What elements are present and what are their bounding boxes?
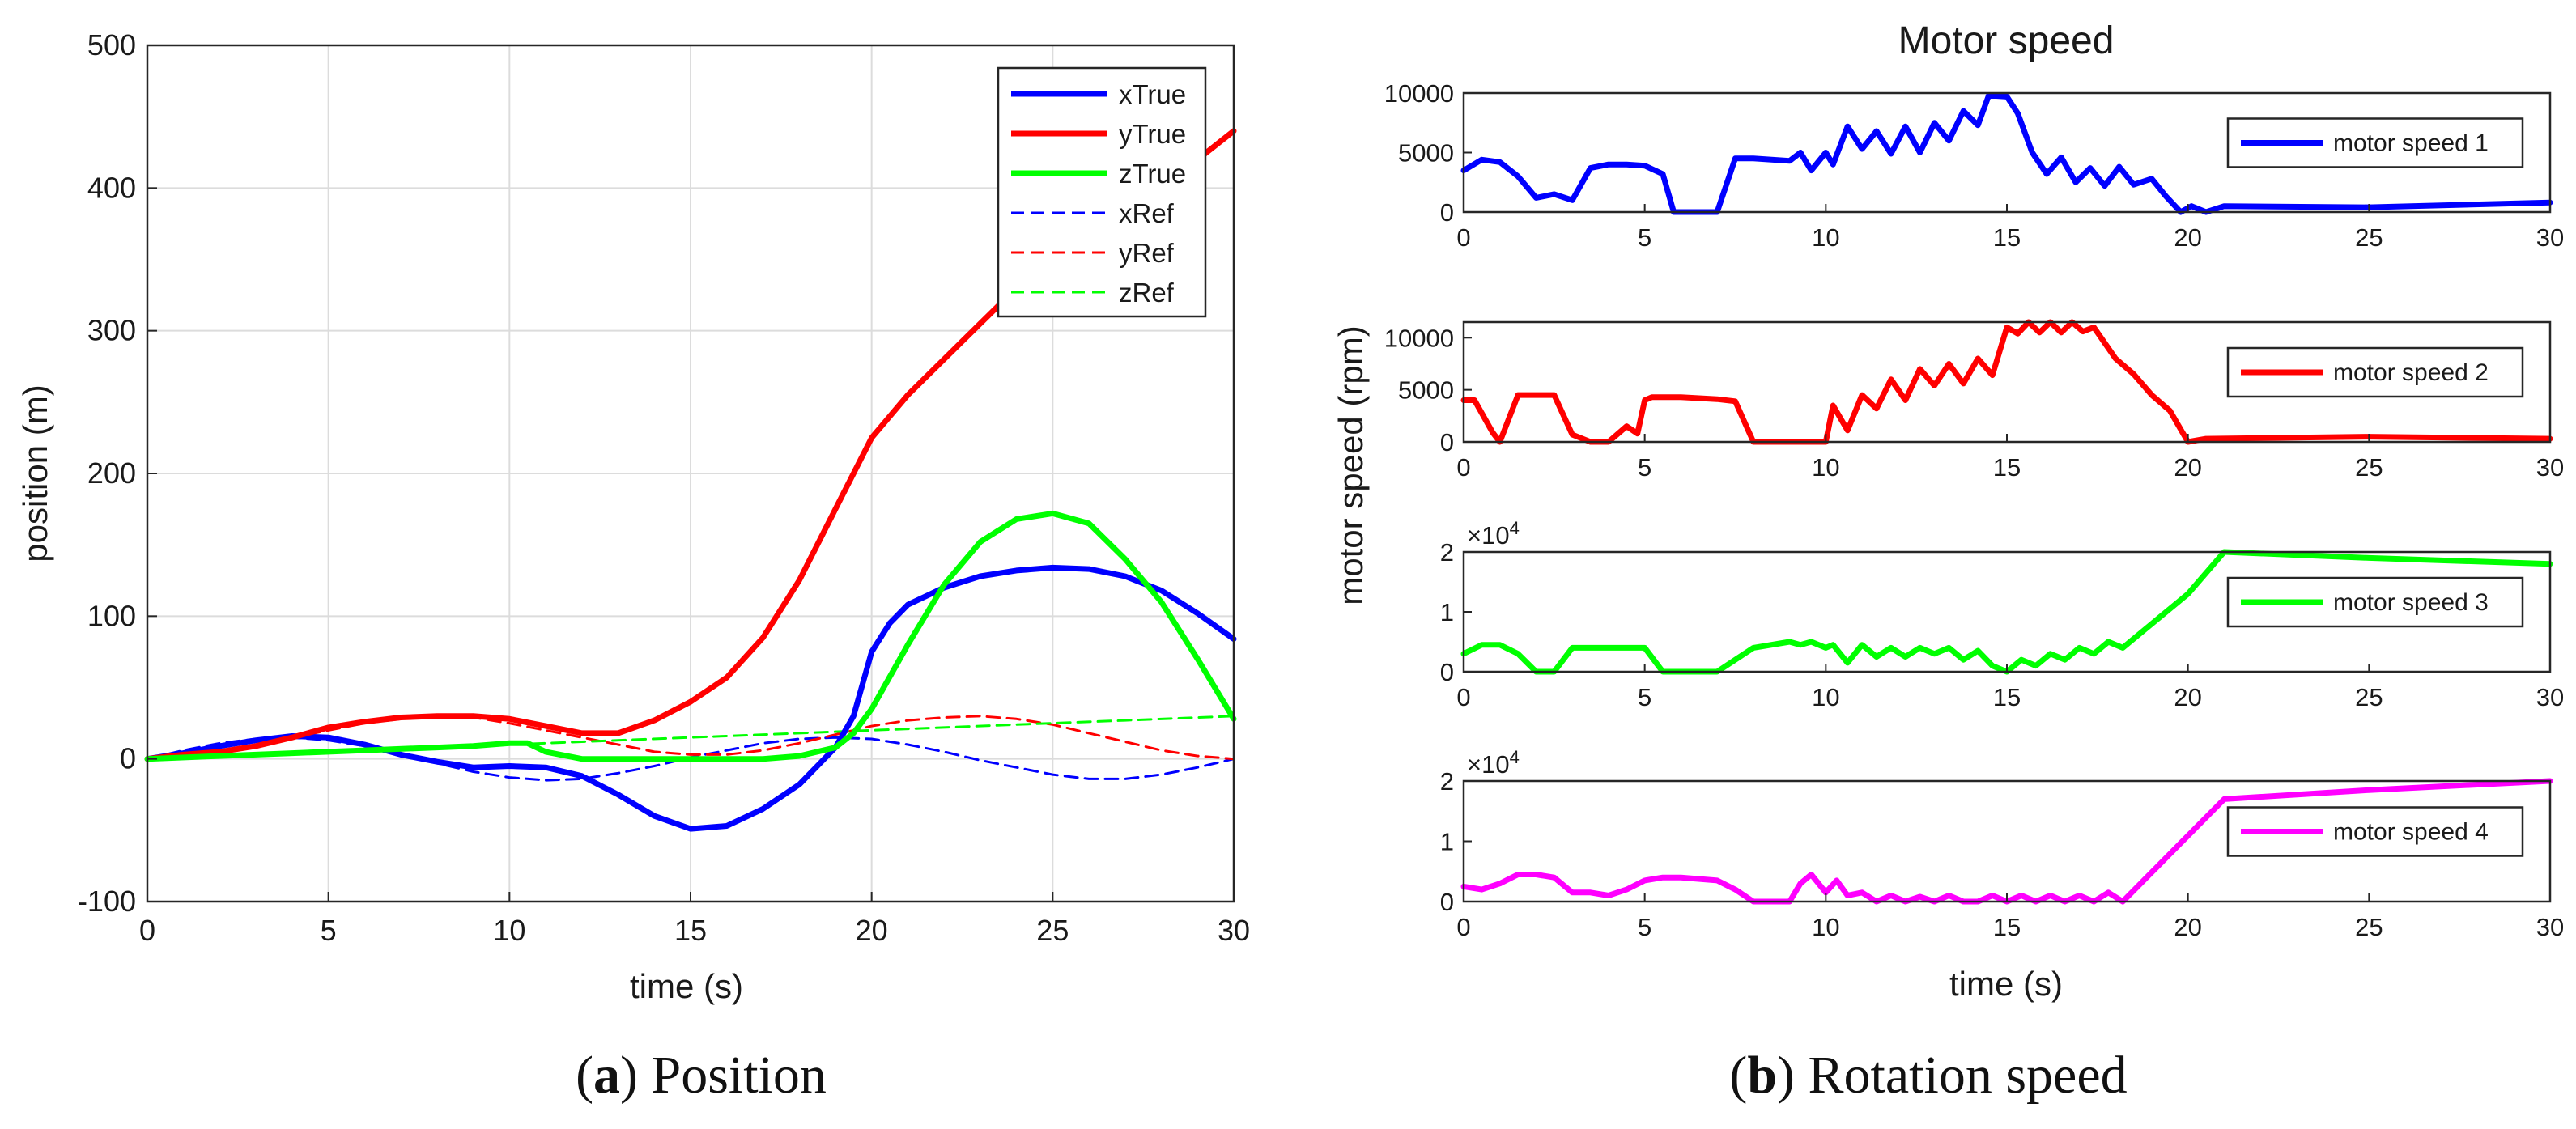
motor-speed-2-legend-label: motor speed 2 xyxy=(2333,359,2489,386)
x-tick-label: 0 xyxy=(1456,683,1470,711)
caption-a-text: Position xyxy=(652,1046,827,1105)
y-tick-label: 0 xyxy=(120,742,136,775)
x-tick-label: 30 xyxy=(2536,223,2564,252)
caption-a: (a) Position xyxy=(576,1046,827,1105)
x-tick-label: 25 xyxy=(1036,914,1069,947)
y-tick-label: 0 xyxy=(1440,198,1454,227)
x-tick-label: 25 xyxy=(2355,683,2383,711)
position-legend-box xyxy=(997,66,1207,318)
exponent-power: 4 xyxy=(1510,518,1520,538)
y-tick-label: 5000 xyxy=(1398,139,1454,168)
subplot-motor-speed-1: 0 5 10 15 20 25 30 0 5000 10000 motor speed 1 xyxy=(1384,79,2564,252)
y-tick-label: 400 xyxy=(87,171,136,204)
x-tick-label: 0 xyxy=(1456,913,1470,941)
x-tick-label: 10 xyxy=(1812,223,1839,252)
x-tick-label: 10 xyxy=(1812,913,1839,941)
x-tick-label: 15 xyxy=(674,914,707,947)
motor-speed-3-legend-label: motor speed 3 xyxy=(2333,589,2489,616)
x-tick-label: 5 xyxy=(1638,453,1651,482)
exponent-power: 4 xyxy=(1510,747,1520,767)
x-tick-label: 20 xyxy=(2174,913,2201,941)
y-tick-label: 500 xyxy=(87,28,136,62)
y-tick-label: 1 xyxy=(1440,828,1454,856)
x-tick-label: 25 xyxy=(2355,913,2383,941)
x-tick-label: 15 xyxy=(1993,913,2021,941)
y-tick-label: 10000 xyxy=(1384,79,1454,108)
x-tick-label: 20 xyxy=(2174,223,2201,252)
x-tick-label: 20 xyxy=(856,914,888,947)
motor-speed-1-line xyxy=(1460,92,2553,215)
y-tick-label: 0 xyxy=(1440,658,1454,686)
motor-speed-4-exponent: ×104 xyxy=(1467,747,1520,779)
x-tick-label: 15 xyxy=(1993,453,2021,482)
y-tick-label: 5000 xyxy=(1398,376,1454,405)
legend-label-xref: xRef xyxy=(1119,198,1175,228)
motor-speed-y-axis-label: motor speed (rpm) xyxy=(1332,325,1370,605)
legend-label-zref: zRef xyxy=(1119,278,1175,308)
y-tick-label: 0 xyxy=(1440,428,1454,456)
x-tick-label: 25 xyxy=(2355,223,2383,252)
y-tick-label: 300 xyxy=(87,314,136,347)
x-tick-label: 0 xyxy=(1456,223,1470,252)
x-tick-label: 0 xyxy=(139,914,155,947)
caption-b-label: b xyxy=(1747,1046,1777,1105)
subplot-motor-speed-4: 0 5 10 15 20 25 30 0 1 2 ×104 motor speed 4 xyxy=(1440,747,2564,941)
x-tick-label: 15 xyxy=(1993,683,2021,711)
x-tick-label: 0 xyxy=(1456,453,1470,482)
x-tick-label: 5 xyxy=(1638,913,1651,941)
series-ztrue-line xyxy=(144,510,1237,762)
legend-label-yref: yRef xyxy=(1119,238,1175,268)
subplot-motor-speed-2: 0 5 10 15 20 25 30 0 5000 10000 motor speed 2 xyxy=(1384,319,2564,482)
position-y-axis-label: position (m) xyxy=(16,384,54,562)
x-tick-label: 10 xyxy=(493,914,525,947)
legend-label-ytrue: yTrue xyxy=(1119,119,1186,149)
x-tick-label: 5 xyxy=(1638,683,1651,711)
y-tick-label: 2 xyxy=(1440,767,1454,796)
motor-speed-chart: Motor speed 0 5 10 15 20 25 300500010000motor … xyxy=(1332,19,2564,1105)
position-legend: xTrue yTrue zTrue xRef yRef zRef xyxy=(997,66,1207,318)
y-tick-label: 100 xyxy=(87,599,136,632)
caption-b-text: Rotation speed xyxy=(1809,1046,2128,1105)
motor-speed-title: Motor speed xyxy=(1898,19,2115,62)
caption-b: (b) Rotation speed xyxy=(1729,1046,2127,1105)
x-tick-label: 30 xyxy=(2536,913,2564,941)
x-tick-label: 25 xyxy=(2355,453,2383,482)
motor-speed-4-legend-label: motor speed 4 xyxy=(2333,819,2489,846)
motor-speed-1-legend-label: motor speed 1 xyxy=(2333,130,2489,157)
x-tick-label: 30 xyxy=(2536,453,2564,482)
x-tick-label: 20 xyxy=(2174,683,2201,711)
x-tick-label: 30 xyxy=(1218,914,1250,947)
y-tick-label: 200 xyxy=(87,456,136,490)
motor-speed-3-exponent: ×104 xyxy=(1467,518,1520,550)
motor-speed-3-line xyxy=(1460,549,2553,675)
y-tick-label: 1 xyxy=(1440,598,1454,626)
x-tick-label: 10 xyxy=(1812,453,1839,482)
y-tick-label: 0 xyxy=(1440,888,1454,916)
subplot-motor-speed-3: 0 5 10 15 20 25 30 0 1 2 ×104 motor speed 3 xyxy=(1440,518,2564,711)
x-tick-label: 5 xyxy=(321,914,337,947)
y-tick-label: -100 xyxy=(78,885,136,918)
legend-label-xtrue: xTrue xyxy=(1119,79,1186,109)
x-tick-label: 10 xyxy=(1812,683,1839,711)
caption-a-label: a xyxy=(593,1046,620,1105)
x-tick-label: 30 xyxy=(2536,683,2564,711)
y-tick-label: 2 xyxy=(1440,538,1454,567)
x-tick-label: 15 xyxy=(1993,223,2021,252)
x-tick-label: 5 xyxy=(1638,223,1651,252)
motor-speed-x-axis-label: time (s) xyxy=(1949,965,2063,1003)
position-x-axis-label: time (s) xyxy=(630,967,743,1005)
series-xtrue-line xyxy=(144,564,1237,832)
legend-label-ztrue: zTrue xyxy=(1119,159,1186,189)
y-tick-label: 10000 xyxy=(1384,324,1454,352)
x-tick-label: 20 xyxy=(2174,453,2201,482)
